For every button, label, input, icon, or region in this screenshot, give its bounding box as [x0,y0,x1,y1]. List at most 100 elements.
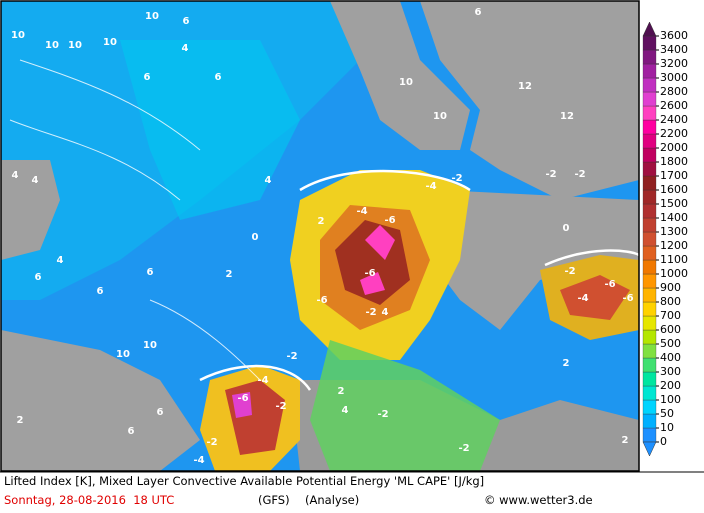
contour-label: -6 [364,268,375,279]
contour-label: -4 [577,293,588,304]
colorbar-label: 2400 [660,113,688,126]
contour-label: -6 [384,215,395,226]
colorbar-band [642,217,657,233]
contour-label: 4 [12,170,19,181]
colorbar-band [642,287,657,303]
contour-label: -4 [257,375,268,386]
colorbar-label: 1600 [660,183,688,196]
contour-label: 2 [17,415,24,426]
colorbar-label: 2800 [660,85,688,98]
contour-label: -2 [564,266,575,277]
contour-label: -2 [365,307,376,318]
contour-label: -6 [237,393,248,404]
colorbar-label: 800 [660,295,681,308]
cape-area [560,275,630,320]
colorbar-label: 10 [660,421,674,434]
contour-label: 4 [382,307,389,318]
contour-label: 6 [183,16,190,27]
colorbar-label: 3200 [660,57,688,70]
colorbar-band [642,203,657,219]
contour-label: -2 [206,437,217,448]
contour-label: 10 [116,349,130,360]
contour-label: 12 [560,111,574,122]
contour-label: 10 [45,40,59,51]
footer-model: (GFS) [258,493,290,507]
footer-credit: © www.wetter3.de [484,493,593,507]
colorbar-label: 1100 [660,253,688,266]
colorbar-label: 700 [660,309,681,322]
colorbar-arrow-top [642,21,657,37]
colorbar-label: 1000 [660,267,688,280]
colorbar-band [642,105,657,121]
contour-label: -4 [193,455,204,466]
colorbar-band [642,427,657,443]
contour-label: 6 [157,407,164,418]
contour-label: 10 [145,11,159,22]
land [430,190,639,330]
contour-label: 0 [563,223,570,234]
colorbar-label: 900 [660,281,681,294]
colorbar-band [642,189,657,205]
contour-label: -6 [316,295,327,306]
colorbar-label: 3000 [660,71,688,84]
colorbar-band [642,259,657,275]
colorbar-band [642,91,657,107]
footer-description: Lifted Index [K], Mixed Layer Convective… [4,474,484,488]
contour-line [199,169,640,391]
contour-label: 4 [265,175,272,186]
contour-label: 10 [68,40,82,51]
colorbar-band [642,273,657,289]
colorbar-label: 600 [660,323,681,336]
colorbar-band [642,77,657,93]
contour-label: -2 [286,351,297,362]
colorbar-band [642,399,657,415]
contour-label: 10 [11,30,25,41]
contour-label: -4 [425,181,436,192]
contour-label: -2 [574,169,585,180]
cape-area [310,340,500,471]
colorbar-band [642,231,657,247]
colorbar-label: 1700 [660,169,688,182]
contour-label: 10 [433,111,447,122]
colorbar-band [642,315,657,331]
contour-label: 2 [226,269,233,280]
colorbar-label: 300 [660,365,681,378]
land [330,1,470,150]
contour-label: 2 [338,386,345,397]
contour-label: 4 [182,43,189,54]
sea-light [120,40,300,220]
colorbar-label: 400 [660,351,681,364]
contour-label: -6 [604,279,615,290]
contour-label: 4 [57,255,64,266]
colorbar-band [642,301,657,317]
colorbar-label: 2200 [660,127,688,140]
contour-label: 10 [143,340,157,351]
colorbar-label: 2000 [660,141,688,154]
colorbar-label: 1800 [660,155,688,168]
contour-label: 4 [32,175,39,186]
colorbar-band [642,147,657,163]
colorbar-band [642,133,657,149]
contour-label: 6 [35,272,42,283]
colorbar-band [642,175,657,191]
contour-label: 10 [103,37,117,48]
cape-core [232,392,252,418]
contour-label: 2 [563,358,570,369]
contour-label: -2 [275,401,286,412]
colorbar-band [642,161,657,177]
contour-label: -4 [356,206,367,217]
colorbar-band [642,343,657,359]
contour-label: 6 [128,426,135,437]
colorbar-label: 50 [660,407,674,420]
footer-date: Sonntag, 28-08-2016 18 UTC [4,493,174,507]
colorbar-band [642,63,657,79]
land [420,1,639,200]
contour-label: 10 [399,77,413,88]
colorbar-label: 1500 [660,197,688,210]
colorbar-label: 3400 [660,43,688,56]
colorbar-label: 1300 [660,225,688,238]
colorbar-band [642,35,657,51]
